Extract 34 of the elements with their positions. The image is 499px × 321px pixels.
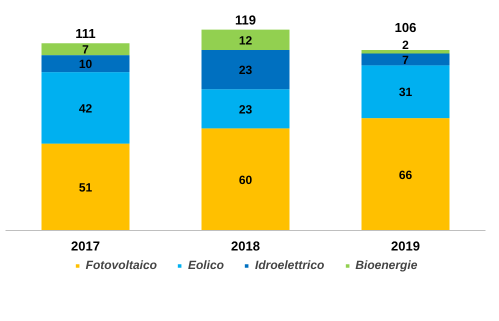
bar xyxy=(362,118,450,230)
bar xyxy=(42,43,130,56)
legend-label: Eolico xyxy=(188,258,224,272)
legend-label: Idroelettrico xyxy=(254,258,324,272)
data-label: 7 xyxy=(82,42,90,57)
data-label: 60 xyxy=(238,172,252,187)
total-label: 111 xyxy=(75,26,96,42)
legend-label: Bioenergie xyxy=(355,258,418,272)
data-label: 7 xyxy=(402,52,410,67)
data-label: 42 xyxy=(78,101,92,116)
bar xyxy=(362,53,450,66)
bar xyxy=(202,89,290,128)
x-tick-label: 2017 xyxy=(71,238,100,254)
data-label: 10 xyxy=(78,57,92,72)
data-label: 23 xyxy=(238,63,252,78)
data-label: 23 xyxy=(238,102,252,116)
bar xyxy=(42,144,130,230)
data-label: 66 xyxy=(398,168,412,182)
bar xyxy=(202,50,290,90)
bar xyxy=(42,55,130,72)
total-label: 106 xyxy=(394,20,416,35)
x-tick-label: 2018 xyxy=(231,238,260,254)
data-label: 12 xyxy=(238,33,252,48)
data-label: 51 xyxy=(78,180,92,195)
bar xyxy=(202,128,290,230)
legend-label: Fotovoltaico xyxy=(86,258,157,272)
x-tick-label: 2019 xyxy=(391,238,420,254)
bar xyxy=(42,72,130,144)
data-label: 2 xyxy=(402,38,410,52)
data-label: 31 xyxy=(398,85,412,100)
bar xyxy=(202,30,290,50)
total-label: 119 xyxy=(235,12,256,28)
bar xyxy=(362,65,450,118)
bar xyxy=(362,50,450,54)
